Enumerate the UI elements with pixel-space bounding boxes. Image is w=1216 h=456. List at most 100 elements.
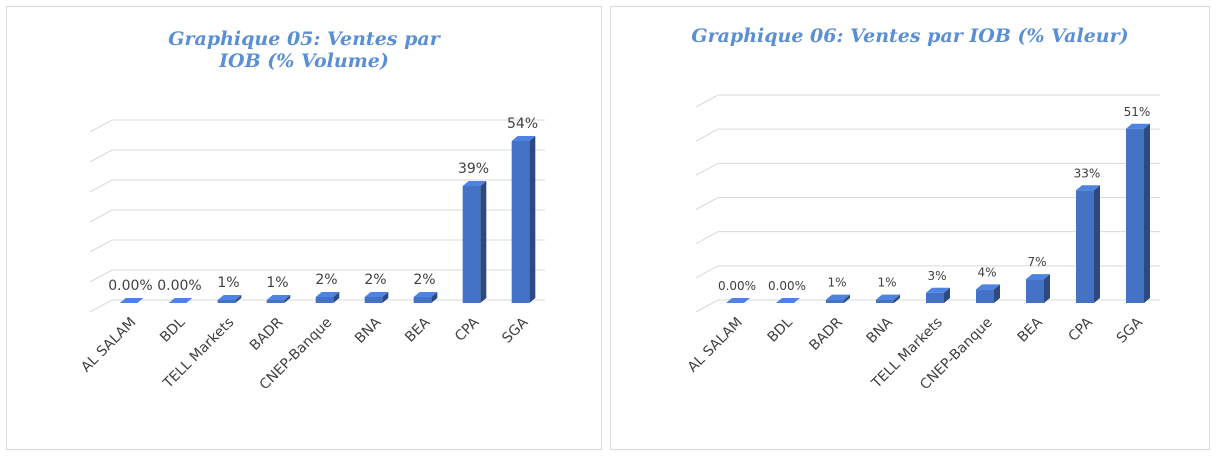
bar-side (894, 294, 900, 303)
data-label: 0.00% (718, 279, 756, 293)
grid-line (89, 269, 545, 283)
bar (217, 295, 242, 303)
grid-line (89, 119, 545, 133)
bar-top (217, 295, 242, 300)
bar-top (1126, 123, 1150, 129)
bar-top (462, 181, 487, 186)
bar-front (462, 186, 481, 303)
x-tick-label: BADR (247, 314, 287, 354)
bar-side (944, 287, 950, 303)
bar-top (364, 292, 389, 297)
bar-top (776, 298, 800, 303)
bar (1076, 185, 1100, 303)
data-label: 33% (1074, 166, 1101, 180)
bar-top (1026, 274, 1050, 280)
bar (266, 295, 291, 303)
data-label: 51% (1124, 105, 1151, 119)
bar (364, 292, 389, 303)
bar (876, 294, 900, 303)
x-tick-label: CPA (452, 314, 483, 345)
bar-side (382, 292, 389, 303)
bar-top (413, 292, 438, 297)
grid-line (695, 197, 1160, 210)
grid-line (695, 162, 1160, 176)
data-label: 7% (1027, 255, 1046, 269)
x-tick-label: AL SALAM (685, 315, 746, 376)
grid-line (89, 179, 545, 193)
bar-front (511, 141, 530, 303)
bar (1026, 274, 1050, 303)
bar (1126, 123, 1150, 303)
bar-top (876, 294, 900, 300)
bar (511, 136, 536, 303)
grid-line (695, 128, 1160, 142)
data-label: 4% (977, 265, 996, 279)
bar-top (926, 287, 950, 293)
bar-front (315, 297, 334, 303)
bar-side (480, 181, 487, 303)
bar-side (431, 292, 438, 303)
data-label: 1% (827, 276, 846, 290)
bar (776, 298, 800, 303)
data-label: 2% (315, 272, 337, 288)
x-tick-label: BDL (765, 314, 796, 345)
data-label: 3% (927, 269, 946, 283)
x-tick-label: BDL (157, 314, 188, 345)
bar-front (1126, 128, 1144, 303)
data-label: 1% (877, 276, 896, 290)
bar-top (976, 284, 1000, 290)
data-label: 54% (507, 116, 538, 132)
bar-front (826, 299, 844, 303)
bar-side (844, 294, 850, 303)
bar-side (1144, 123, 1150, 303)
bar-top (315, 292, 340, 297)
bar-side (235, 295, 242, 303)
data-label: 2% (413, 272, 435, 288)
x-tick-label: BNA (864, 314, 897, 347)
bar-top (726, 298, 750, 303)
bar-front (876, 299, 894, 303)
chart-title: Graphique 05: Ventes par IOB (% Volume) (168, 28, 440, 72)
chart-panel (6, 6, 602, 450)
x-tick-label: AL SALAM (78, 315, 139, 376)
bar (726, 298, 750, 303)
bar (826, 294, 850, 303)
bar-top (266, 295, 291, 300)
data-label: 0.00% (157, 278, 201, 294)
grid-line (695, 299, 1160, 313)
bar-front (1076, 190, 1094, 303)
bar-front (266, 300, 285, 303)
bar-side (1044, 274, 1050, 303)
bar-top (826, 294, 850, 300)
chart-panel (610, 6, 1210, 450)
x-tick-label: SGA (1114, 314, 1146, 346)
bar-top (1076, 185, 1100, 191)
x-tick-label: SGA (499, 314, 531, 346)
bar (926, 287, 950, 303)
bar-side (994, 284, 1000, 303)
x-tick-label: CPA (1065, 314, 1096, 345)
x-tick-label: BEA (1015, 314, 1046, 345)
bar (119, 298, 144, 303)
data-label: 1% (217, 275, 239, 291)
bar-front (1026, 279, 1044, 303)
data-label: 2% (364, 272, 386, 288)
grid-line (89, 149, 545, 163)
data-label: 1% (266, 275, 288, 291)
bar-side (333, 292, 340, 303)
bar-top (119, 298, 144, 303)
x-tick-label: BADR (806, 314, 846, 354)
bar-front (364, 297, 383, 303)
bar (413, 292, 438, 303)
data-label: 39% (458, 161, 489, 177)
bar (315, 292, 340, 303)
bar-top (168, 298, 193, 303)
bar-front (976, 289, 994, 303)
data-label: 0.00% (108, 278, 152, 294)
bar-side (284, 295, 291, 303)
grid-line (89, 299, 545, 313)
bar-front (926, 292, 944, 303)
grid-line (695, 94, 1160, 108)
